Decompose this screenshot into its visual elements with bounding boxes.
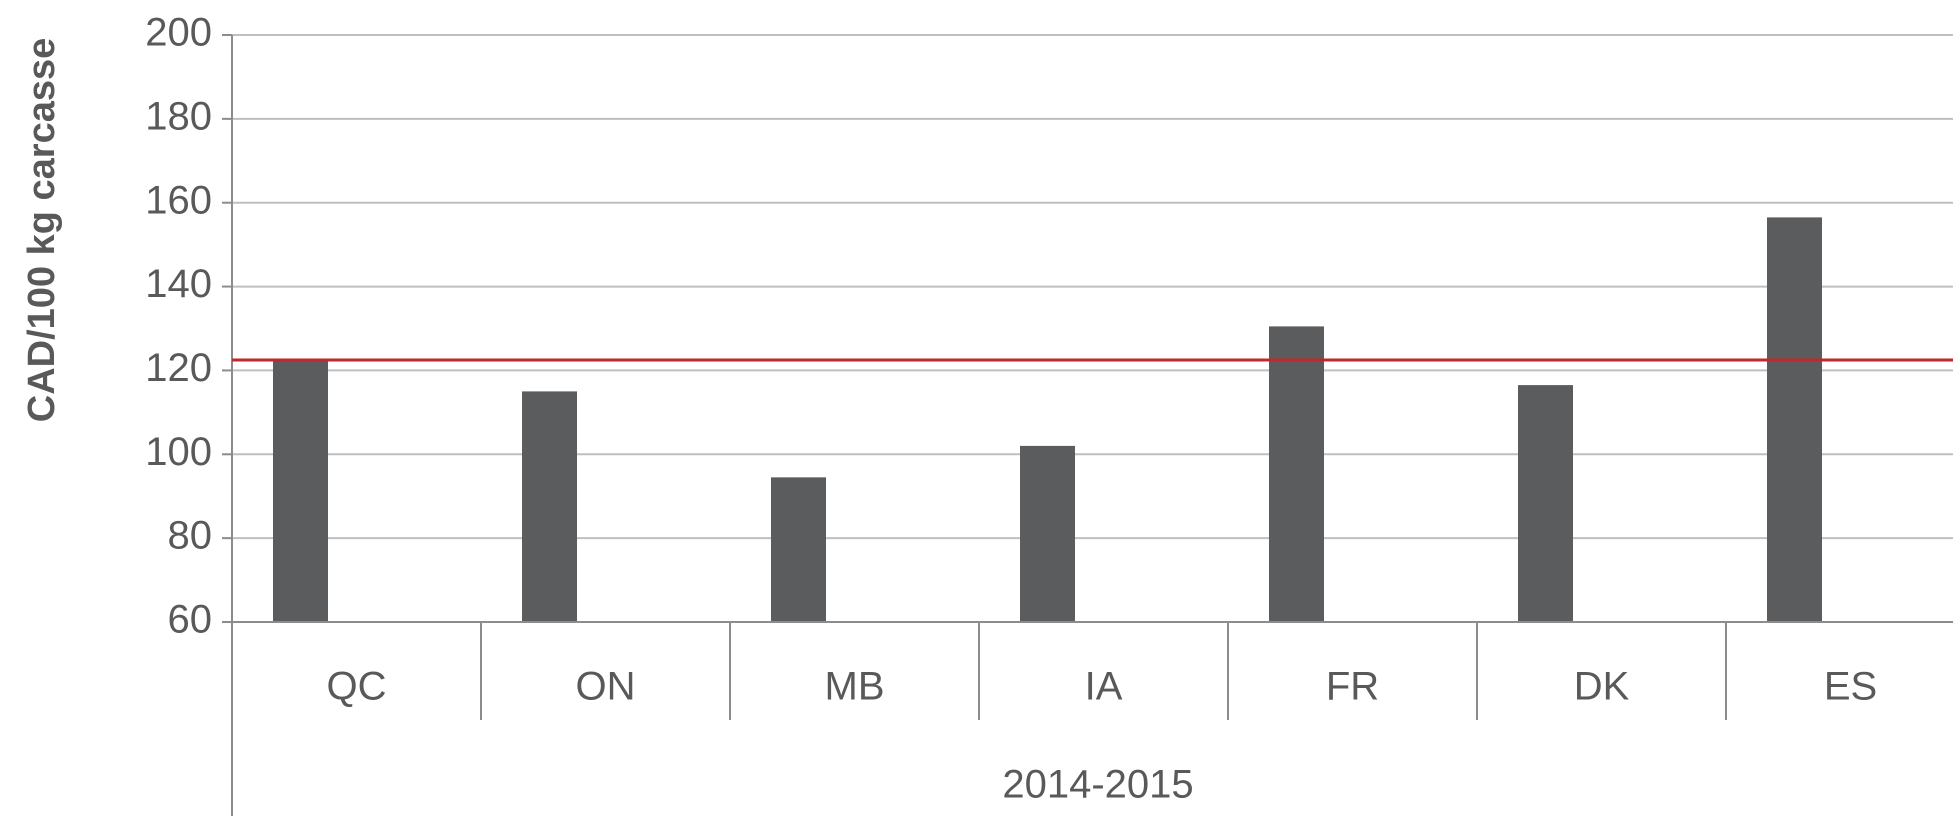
bar: [273, 359, 328, 622]
x-tick-label: IA: [1085, 665, 1123, 709]
y-tick-label: 200: [145, 11, 212, 55]
y-tick-label: 160: [145, 178, 212, 222]
x-tick-label: MB: [825, 665, 885, 709]
y-axis-title: CAD/100 kg carcasse: [21, 38, 63, 422]
x-tick-label: ON: [576, 665, 636, 709]
y-tick-label: 140: [145, 262, 212, 306]
y-tick-label: 60: [168, 598, 213, 642]
y-tick-label: 120: [145, 346, 212, 390]
y-tick-label: 180: [145, 94, 212, 138]
y-tick-label: 100: [145, 430, 212, 474]
x-tick-label: ES: [1824, 665, 1877, 709]
x-tick-label: QC: [327, 665, 387, 709]
x-group-label: 2014-2015: [1002, 763, 1193, 807]
bar: [771, 477, 826, 622]
bar: [1269, 326, 1324, 622]
bar: [522, 391, 577, 622]
x-tick-label: FR: [1326, 665, 1379, 709]
bar: [1020, 445, 1075, 622]
x-tick-label: DK: [1574, 665, 1630, 709]
y-tick-label: 80: [168, 514, 213, 558]
bar: [1518, 385, 1573, 622]
bar: [1767, 217, 1822, 622]
